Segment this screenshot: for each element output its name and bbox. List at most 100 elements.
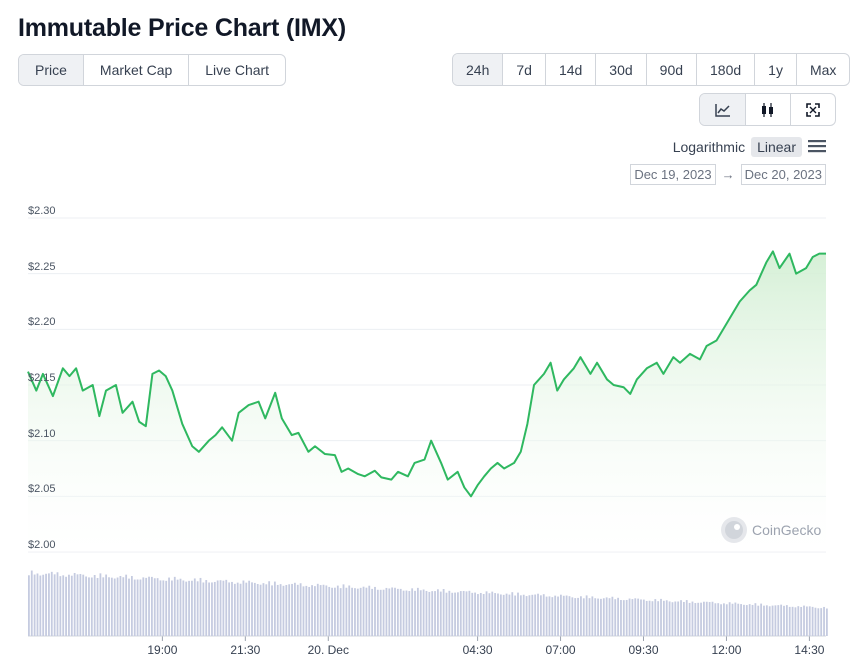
volume-bar (737, 603, 740, 636)
volume-bar (665, 600, 668, 636)
range-tabs: 24h 7d 14d 30d 90d 180d 1y Max (452, 53, 850, 86)
volume-bar (668, 601, 671, 636)
volume-bar (145, 577, 148, 636)
volume-bar (76, 574, 79, 636)
volume-bar (528, 595, 531, 636)
volume-bar (497, 593, 499, 636)
volume-bar (139, 579, 142, 636)
x-tick-label: 14:30 (794, 643, 825, 657)
volume-bar (268, 581, 271, 636)
volume-bar (294, 582, 296, 636)
volume-bar (231, 581, 233, 636)
volume-bar (202, 582, 205, 636)
range-1y[interactable]: 1y (754, 54, 796, 85)
x-tick-label: 12:00 (711, 643, 742, 657)
volume-bar (368, 585, 371, 636)
date-range-arrow: → (721, 167, 735, 182)
volume-bar (685, 600, 688, 636)
date-to-input[interactable]: Dec 20, 2023 (740, 164, 826, 185)
range-90d[interactable]: 90d (645, 54, 696, 85)
volume-bar (233, 583, 236, 636)
volume-bar (705, 601, 708, 636)
volume-bar (508, 594, 511, 636)
volume-bar (336, 585, 339, 636)
volume-bar (119, 576, 122, 636)
y-tick-label: $2.25 (28, 260, 56, 273)
volume-bar (159, 580, 162, 636)
x-tick-label: 21:30 (230, 643, 261, 657)
volume-bar (708, 602, 711, 636)
volume-bar (628, 598, 631, 636)
volume-bar (791, 606, 794, 636)
volume-bar (562, 595, 565, 636)
volume-bar (637, 598, 640, 636)
x-tick-label: 09:30 (628, 643, 659, 657)
date-from-input[interactable]: Dec 19, 2023 (630, 164, 716, 185)
volume-bar (279, 584, 282, 636)
tab-price[interactable]: Price (19, 55, 83, 85)
volume-bar (780, 604, 783, 636)
volume-bar (660, 598, 662, 636)
volume-bar (797, 606, 800, 636)
volume-bar (425, 590, 428, 636)
volume-bar (608, 598, 611, 636)
range-7d[interactable]: 7d (502, 54, 545, 85)
volume-bar (448, 590, 451, 636)
volume-bar (419, 590, 422, 636)
logarithmic-option[interactable]: Logarithmic (672, 139, 746, 155)
volume-bar (251, 582, 253, 636)
range-24h[interactable]: 24h (453, 54, 503, 85)
volume-bar (783, 605, 785, 636)
range-max[interactable]: Max (795, 54, 849, 85)
volume-bar (205, 580, 208, 636)
volume-bar (820, 608, 823, 636)
volume-bar (88, 577, 90, 636)
volume-bar (30, 570, 33, 636)
volume-bar (548, 596, 551, 636)
volume-bar (439, 591, 442, 636)
hamburger-menu-icon[interactable] (808, 139, 826, 156)
volume-bar (273, 581, 276, 636)
line-chart-button[interactable] (700, 94, 745, 125)
volume-bar (371, 588, 374, 636)
range-30d[interactable]: 30d (595, 54, 645, 85)
volume-bar (165, 580, 168, 636)
volume-bar (560, 594, 562, 636)
range-14d[interactable]: 14d (544, 54, 595, 85)
volume-bar (465, 591, 468, 636)
candlestick-button[interactable] (745, 94, 790, 125)
volume-bar (156, 578, 159, 636)
volume-bar (511, 592, 514, 636)
volume-bar (697, 602, 700, 636)
volume-bar (296, 584, 299, 636)
volume-bar (642, 599, 645, 636)
volume-bar (302, 586, 305, 636)
fullscreen-button[interactable] (790, 94, 835, 125)
volume-bar (451, 592, 454, 636)
linear-option[interactable]: Linear (751, 137, 802, 157)
volume-bar (519, 595, 522, 636)
volume-bar (620, 600, 622, 636)
volume-bar (122, 577, 125, 636)
volume-bar (342, 584, 345, 636)
volume-bar (305, 585, 308, 636)
volume-bar (108, 577, 110, 636)
volume-bar (600, 598, 602, 636)
volume-bar (325, 585, 328, 636)
scale-toggle: Logarithmic Linear (667, 136, 826, 158)
range-180d[interactable]: 180d (696, 54, 754, 85)
volume-bar (173, 576, 176, 636)
volume-bar (565, 595, 568, 636)
volume-bar (162, 580, 165, 636)
tab-market-cap[interactable]: Market Cap (82, 55, 188, 85)
volume-bar (754, 603, 757, 636)
tab-live-chart[interactable]: Live Chart (188, 55, 285, 85)
volume-bar (823, 606, 825, 636)
volume-bar (731, 603, 734, 636)
volume-bar (743, 604, 745, 636)
volume-bar (677, 601, 680, 636)
volume-bar (262, 583, 265, 636)
volume-bar (605, 597, 608, 636)
volume-bar (116, 577, 119, 636)
volume-bar (688, 602, 691, 636)
